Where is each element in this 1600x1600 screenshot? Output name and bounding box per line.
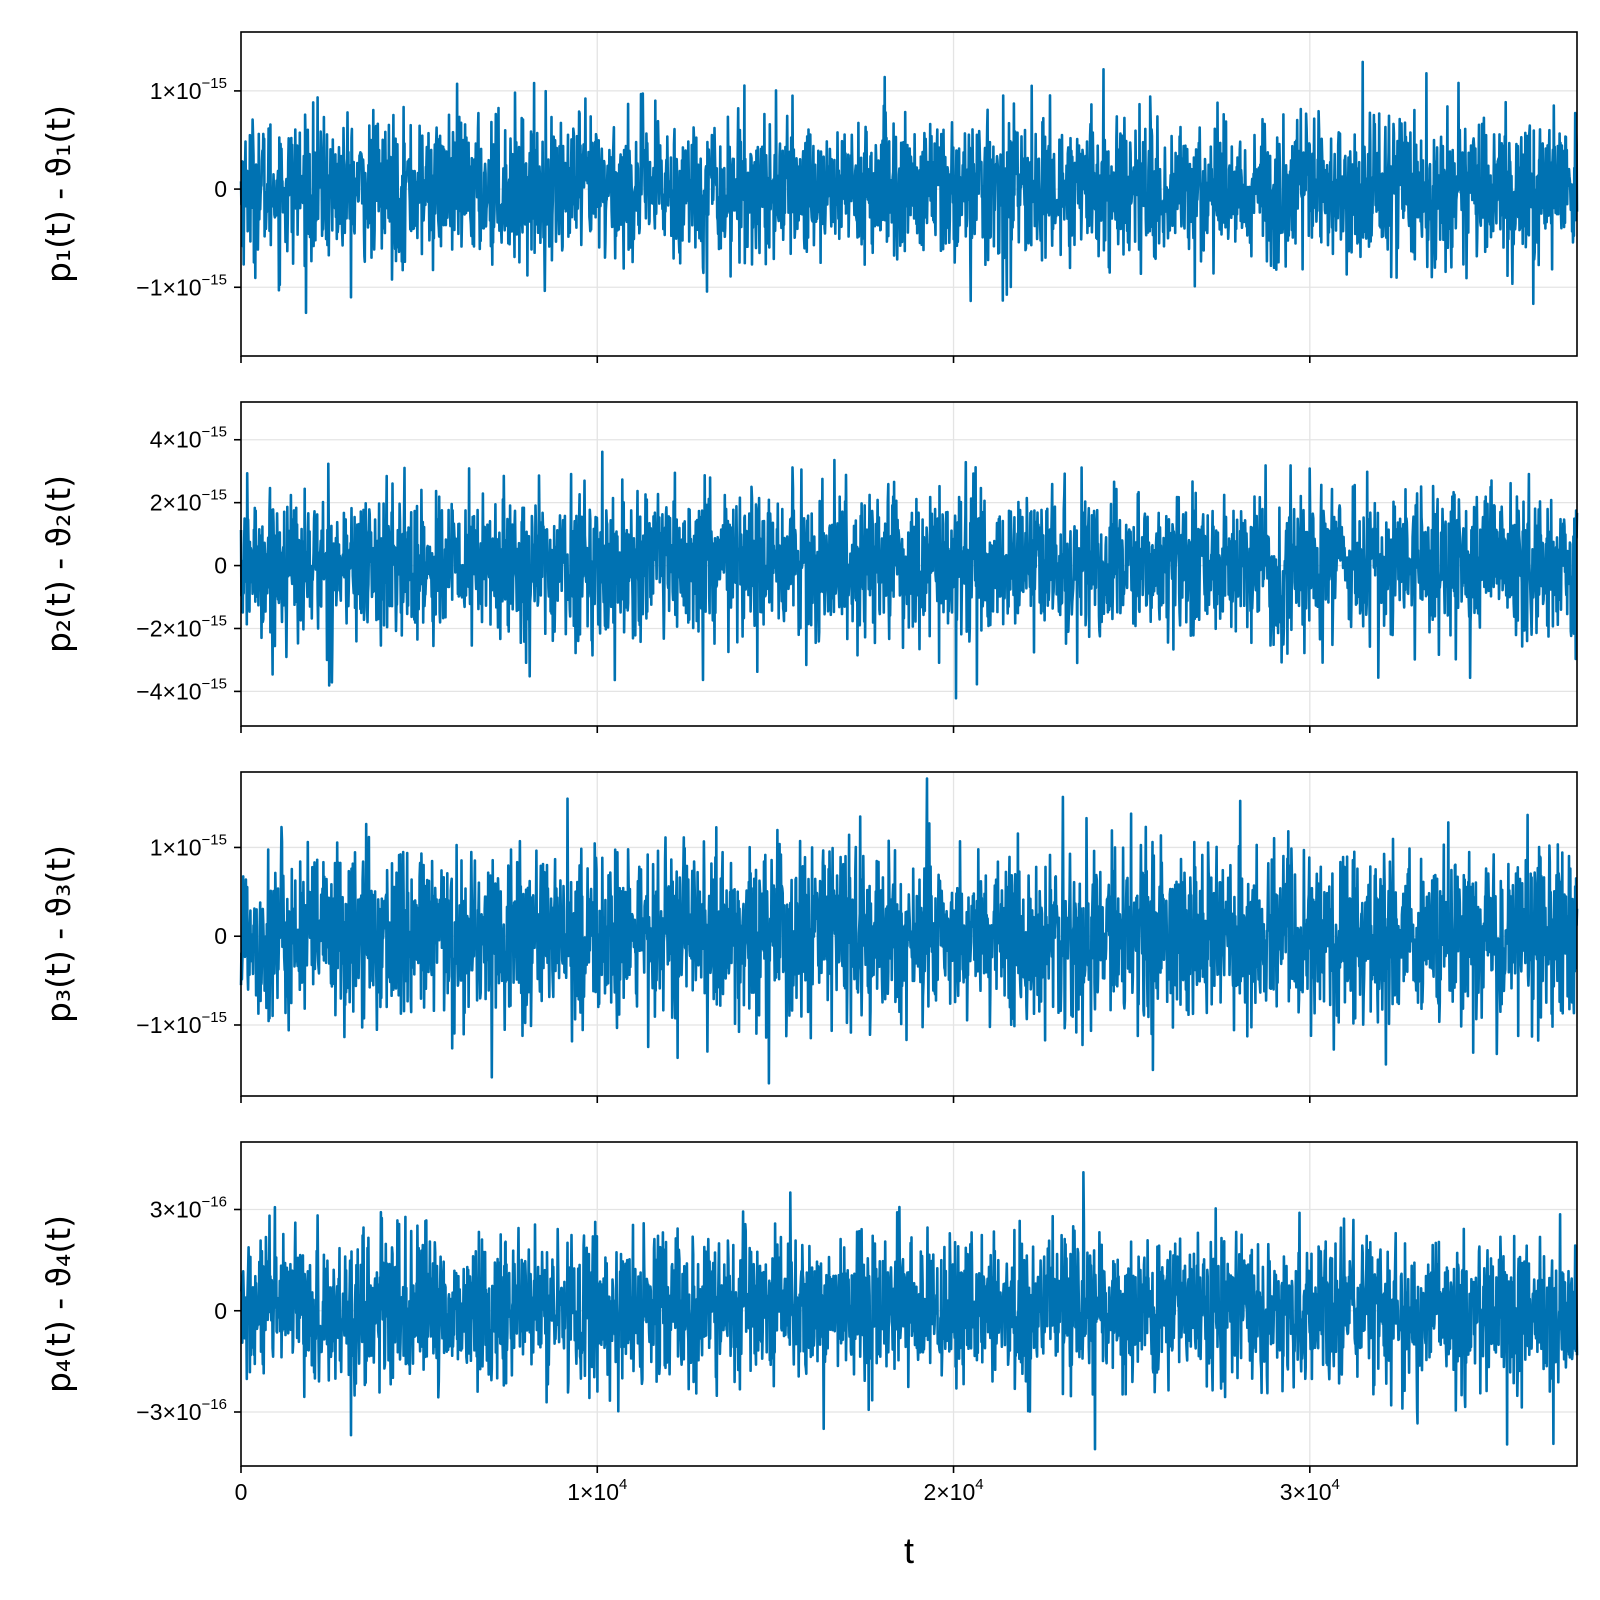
data-line bbox=[239, 777, 1579, 1085]
plot-frame bbox=[240, 401, 1578, 727]
panel-3: 1×10−15 0 −1×10−15 p₃(t) - ϑ₃(t) bbox=[39, 771, 1579, 1103]
y-tick-label-0: 1×10−15 bbox=[150, 831, 227, 860]
y-axis-label: p₂(t) - ϑ₂(t) bbox=[39, 475, 78, 653]
y-tick-label-3: −2×10−15 bbox=[136, 612, 227, 641]
y-tick-label-1: 2×10−15 bbox=[150, 487, 227, 516]
x-tick-label-1: 1×104 bbox=[567, 1476, 627, 1505]
y-tick-label-0: 1×10−15 bbox=[150, 75, 227, 104]
y-axis-label: p₄(t) - ϑ₄(t) bbox=[39, 1215, 78, 1393]
y-tick-label-2: 0 bbox=[214, 553, 227, 579]
panel-1: 1×10−15 0 −1×10−15 p₁(t) - ϑ₁(t) bbox=[39, 31, 1579, 363]
plot-frame bbox=[240, 771, 1578, 1097]
y-tick-label-1: 0 bbox=[214, 1298, 227, 1324]
panel-4: 3×10−16 0 −3×10−16 p₄(t) - ϑ₄(t) 0 1×104 2×104… bbox=[39, 1141, 1579, 1571]
y-tick-label-2: −3×10−16 bbox=[136, 1396, 227, 1425]
x-axis-label: t bbox=[904, 1530, 914, 1571]
panel-2: 4×10−15 2×10−15 0 −2×10−15 −4×10−15 p₂(t) - ϑ… bbox=[39, 401, 1579, 733]
y-tick-label-0: 3×10−16 bbox=[150, 1194, 227, 1223]
x-tick-label-0: 0 bbox=[235, 1479, 248, 1505]
x-tick-label-2: 2×104 bbox=[923, 1476, 983, 1505]
y-tick-label-0: 4×10−15 bbox=[150, 424, 227, 453]
x-tick-label-3: 3×104 bbox=[1280, 1476, 1340, 1505]
y-tick-label-4: −4×10−15 bbox=[136, 675, 227, 704]
data-line bbox=[240, 1171, 1579, 1451]
y-tick-label-1: 0 bbox=[214, 176, 227, 202]
plot-frame bbox=[240, 31, 1578, 357]
data-line bbox=[239, 450, 1579, 700]
y-tick-label-2: −1×10−15 bbox=[136, 1009, 227, 1038]
y-tick-label-1: 0 bbox=[214, 923, 227, 949]
data-line bbox=[239, 60, 1579, 315]
plot-frame bbox=[240, 1141, 1578, 1467]
y-axis-label: p₁(t) - ϑ₁(t) bbox=[39, 105, 78, 283]
y-axis-label: p₃(t) - ϑ₃(t) bbox=[39, 845, 78, 1023]
y-tick-label-2: −1×10−15 bbox=[136, 271, 227, 300]
